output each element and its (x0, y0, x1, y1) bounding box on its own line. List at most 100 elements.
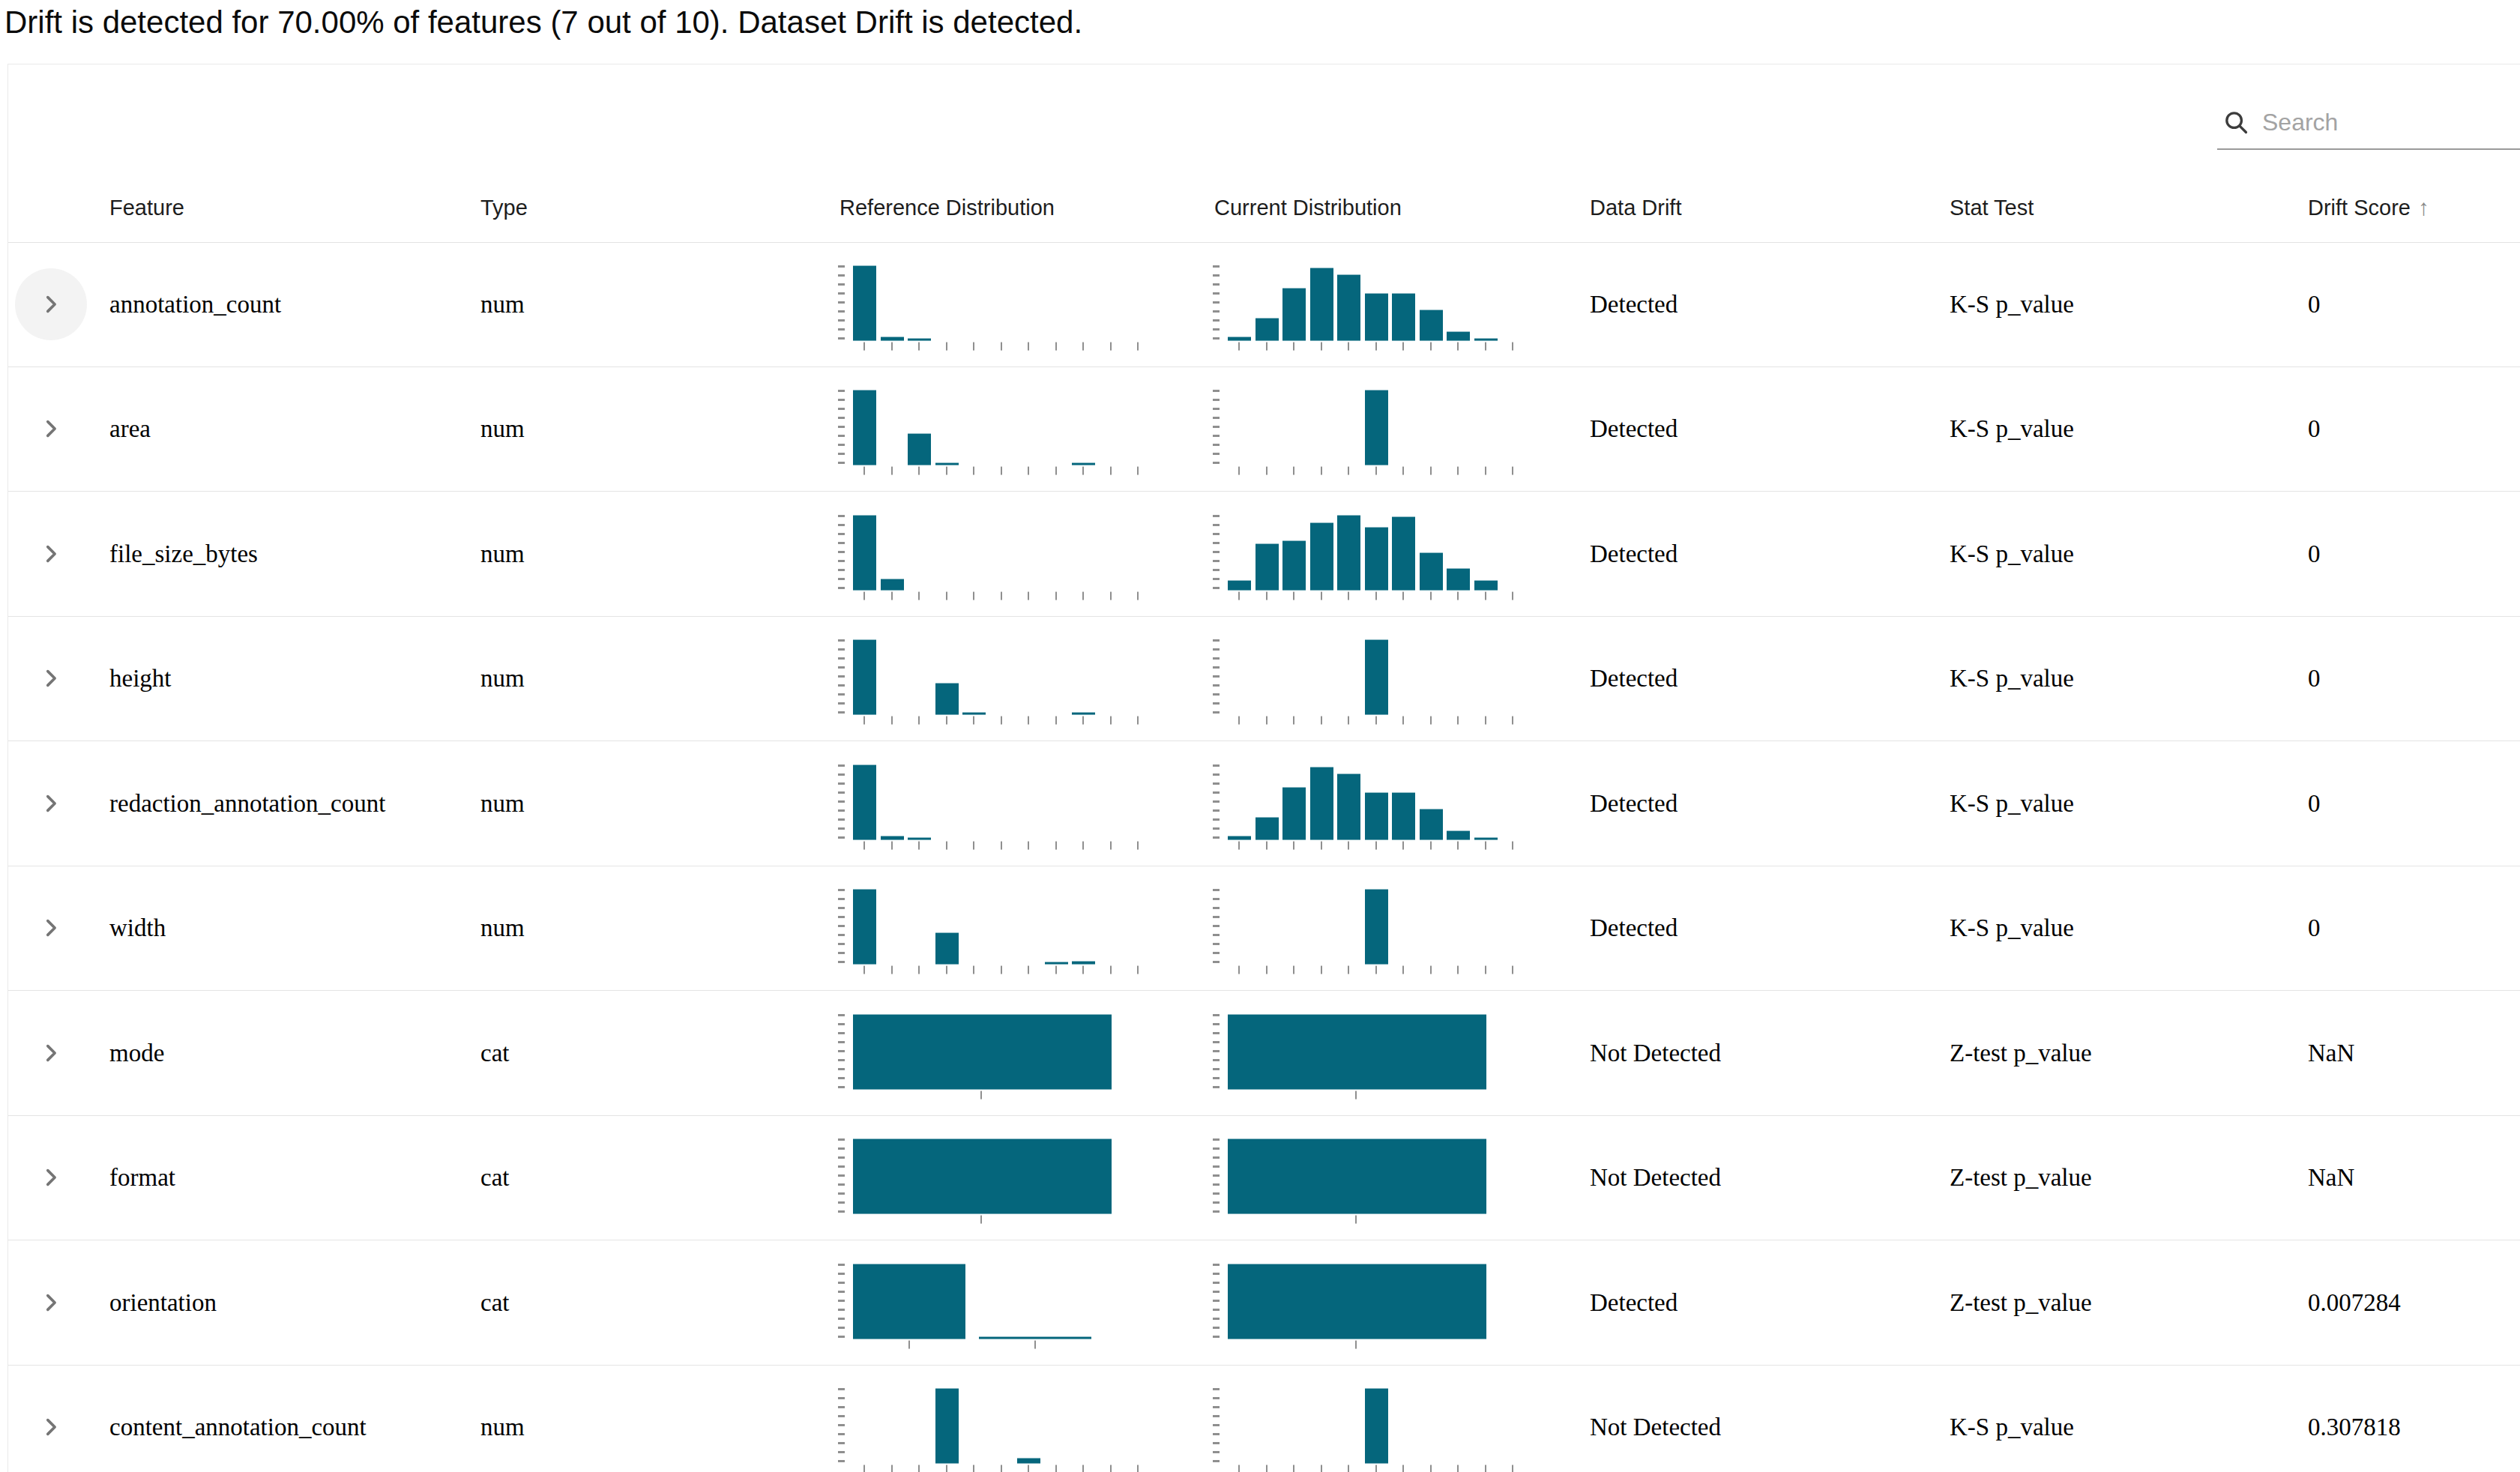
histogram-axis-tick (1321, 1465, 1322, 1472)
expand-row-button[interactable] (15, 1141, 87, 1213)
expand-row-button[interactable] (15, 268, 87, 340)
data-drift-value: Detected (1590, 914, 1678, 942)
current-distribution-histogram (1213, 1013, 1515, 1099)
data-drift-value: Detected (1590, 540, 1678, 567)
current-distribution-histogram (1213, 1388, 1515, 1472)
histogram-axis-tick (1485, 591, 1486, 600)
expand-row-button[interactable] (15, 1391, 87, 1463)
search-field[interactable] (2217, 96, 2520, 150)
histogram-axis-tick (980, 1216, 982, 1224)
histogram-y-axis (1213, 265, 1220, 340)
drift-score-value: 0 (2308, 665, 2321, 693)
expand-row-button[interactable] (15, 1267, 87, 1339)
data-drift-value: Detected (1590, 789, 1678, 817)
histogram-y-axis (1213, 514, 1220, 590)
histogram-y-axis (1213, 1013, 1220, 1089)
expand-row-button[interactable] (15, 767, 87, 839)
stat-test-value: K-S p_value (1950, 290, 2074, 318)
histogram-bar (853, 1264, 965, 1339)
feature-name: file_size_bytes (109, 540, 258, 567)
reference-distribution-histogram (838, 514, 1140, 600)
column-header-drift-score[interactable]: Drift Score↑ (2308, 195, 2429, 220)
histogram-axis-tick (1293, 1465, 1294, 1472)
expand-row-button[interactable] (15, 642, 87, 714)
histogram-bar (1072, 713, 1095, 715)
histogram-axis-tick (1512, 467, 1513, 475)
drift-score-value: 0 (2308, 290, 2321, 318)
histogram-y-axis (1213, 639, 1220, 715)
reference-distribution-histogram (838, 1138, 1140, 1224)
stat-test-value: K-S p_value (1950, 789, 2074, 817)
histogram-axis-tick (1355, 1340, 1357, 1348)
table-row: content_annotation_countnumNot DetectedK… (8, 1366, 2520, 1472)
histogram-bar (935, 463, 959, 465)
histogram-bar (1282, 787, 1306, 839)
histogram-axis-tick (1055, 841, 1057, 849)
histogram-axis-tick (973, 467, 974, 475)
column-header-current-distribution: Current Distribution (1214, 196, 1402, 220)
chevron-right-icon (38, 915, 64, 941)
table-row: file_size_bytesnumDetectedK-S p_value0 (8, 492, 2520, 617)
histogram-axis-tick (1293, 717, 1294, 725)
histogram-axis-tick (1355, 1216, 1357, 1224)
data-drift-value: Detected (1590, 415, 1678, 443)
reference-distribution-histogram (838, 639, 1140, 725)
histogram-axis-tick (1402, 591, 1404, 600)
histogram-axis-tick (1110, 966, 1112, 974)
histogram-plot (1226, 390, 1515, 475)
histogram-axis-tick (1055, 717, 1057, 725)
histogram-axis-tick (1001, 342, 1002, 350)
column-header-reference-distribution: Reference Distribution (840, 196, 1055, 220)
histogram-axis-tick (1402, 1465, 1404, 1472)
feature-name: format (109, 1164, 175, 1192)
histogram-axis-tick (1402, 342, 1404, 350)
sort-ascending-icon[interactable]: ↑ (2418, 195, 2429, 220)
histogram-y-axis (838, 265, 845, 340)
histogram-bar (881, 337, 904, 340)
column-header-stat-test: Stat Test (1950, 196, 2034, 220)
search-input[interactable] (2261, 108, 2520, 137)
histogram-bar (1365, 792, 1388, 839)
expand-row-button[interactable] (15, 393, 87, 465)
histogram-axis-tick (1137, 1465, 1139, 1472)
histogram-axis-tick (1055, 1465, 1057, 1472)
table-body: annotation_countnumDetectedK-S p_value0a… (8, 242, 2520, 1472)
histogram-axis-tick (1055, 342, 1057, 350)
histogram-axis-tick (1348, 717, 1349, 725)
feature-name: redaction_annotation_count (109, 789, 385, 817)
histogram-plot (1226, 889, 1515, 974)
histogram-axis-tick (1293, 841, 1294, 849)
expand-row-button[interactable] (15, 1017, 87, 1089)
histogram-axis-tick (1430, 841, 1432, 849)
histogram-axis-tick (1238, 342, 1240, 350)
histogram-bar (1447, 830, 1470, 839)
chevron-right-icon (38, 292, 64, 317)
histogram-bar (935, 684, 959, 715)
histogram-bar (1420, 310, 1443, 340)
histogram-axis-tick (863, 467, 865, 475)
feature-name: width (109, 914, 166, 942)
histogram-axis-tick (946, 841, 947, 849)
histogram-bar (1337, 274, 1360, 340)
histogram-axis-tick (918, 966, 920, 974)
reference-distribution-histogram (838, 889, 1140, 974)
histogram-plot (851, 265, 1140, 350)
feature-type: cat (480, 1039, 509, 1067)
data-drift-value: Detected (1590, 1288, 1678, 1316)
histogram-bar (853, 640, 876, 715)
chevron-right-icon (38, 541, 64, 567)
histogram-axis-tick (1485, 717, 1486, 725)
histogram-bar (1365, 293, 1388, 340)
histogram-axis-tick (1110, 467, 1112, 475)
histogram-axis-tick (1137, 591, 1139, 600)
expand-row-button[interactable] (15, 892, 87, 964)
reference-distribution-histogram (838, 390, 1140, 475)
histogram-plot (1226, 1013, 1515, 1099)
stat-test-value: K-S p_value (1950, 665, 2074, 693)
histogram-axis-tick (891, 591, 893, 600)
histogram-axis-tick (1512, 841, 1513, 849)
histogram-bar (1228, 580, 1251, 590)
histogram-axis-tick (1028, 591, 1029, 600)
expand-row-button[interactable] (15, 518, 87, 590)
histogram-axis-tick (1110, 841, 1112, 849)
